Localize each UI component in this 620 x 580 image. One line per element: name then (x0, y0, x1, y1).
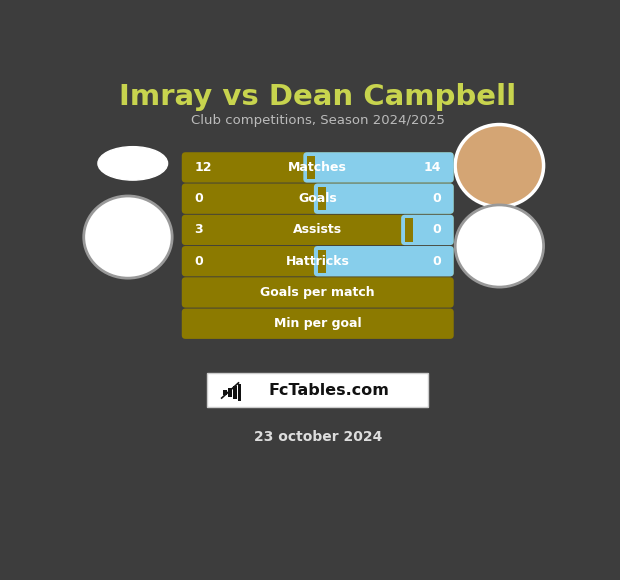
FancyBboxPatch shape (182, 309, 454, 339)
Text: FcTables.com: FcTables.com (268, 383, 389, 397)
Text: 14: 14 (423, 161, 441, 174)
Text: Club competitions, Season 2024/2025: Club competitions, Season 2024/2025 (191, 114, 445, 128)
Text: 12: 12 (194, 161, 212, 174)
FancyBboxPatch shape (207, 374, 428, 407)
Bar (228, 388, 232, 397)
FancyBboxPatch shape (182, 152, 454, 183)
Text: 3: 3 (194, 223, 203, 237)
Text: 0: 0 (433, 192, 441, 205)
Bar (405, 218, 413, 241)
Bar (232, 386, 237, 399)
Circle shape (455, 125, 544, 206)
FancyBboxPatch shape (182, 183, 454, 214)
Text: Goals per match: Goals per match (260, 286, 375, 299)
Text: 0: 0 (194, 192, 203, 205)
Text: Imray vs Dean Campbell: Imray vs Dean Campbell (119, 84, 516, 111)
FancyBboxPatch shape (182, 246, 454, 277)
Circle shape (455, 205, 544, 287)
FancyBboxPatch shape (182, 215, 454, 245)
Text: Matches: Matches (288, 161, 347, 174)
Bar (317, 187, 326, 211)
FancyBboxPatch shape (314, 183, 454, 214)
Text: Min per goal: Min per goal (274, 317, 361, 330)
Circle shape (84, 196, 172, 278)
Bar (317, 249, 326, 273)
FancyBboxPatch shape (401, 215, 454, 245)
Text: 0: 0 (433, 223, 441, 237)
Ellipse shape (98, 147, 167, 180)
Bar (237, 384, 241, 401)
Bar (307, 156, 315, 179)
Bar (223, 390, 227, 395)
Text: 23 october 2024: 23 october 2024 (254, 430, 382, 444)
FancyBboxPatch shape (182, 277, 454, 307)
Text: Assists: Assists (293, 223, 342, 237)
Text: 0: 0 (433, 255, 441, 268)
Text: Hattricks: Hattricks (286, 255, 350, 268)
FancyBboxPatch shape (314, 246, 454, 277)
Text: Goals: Goals (298, 192, 337, 205)
Text: 0: 0 (194, 255, 203, 268)
FancyBboxPatch shape (303, 152, 454, 183)
